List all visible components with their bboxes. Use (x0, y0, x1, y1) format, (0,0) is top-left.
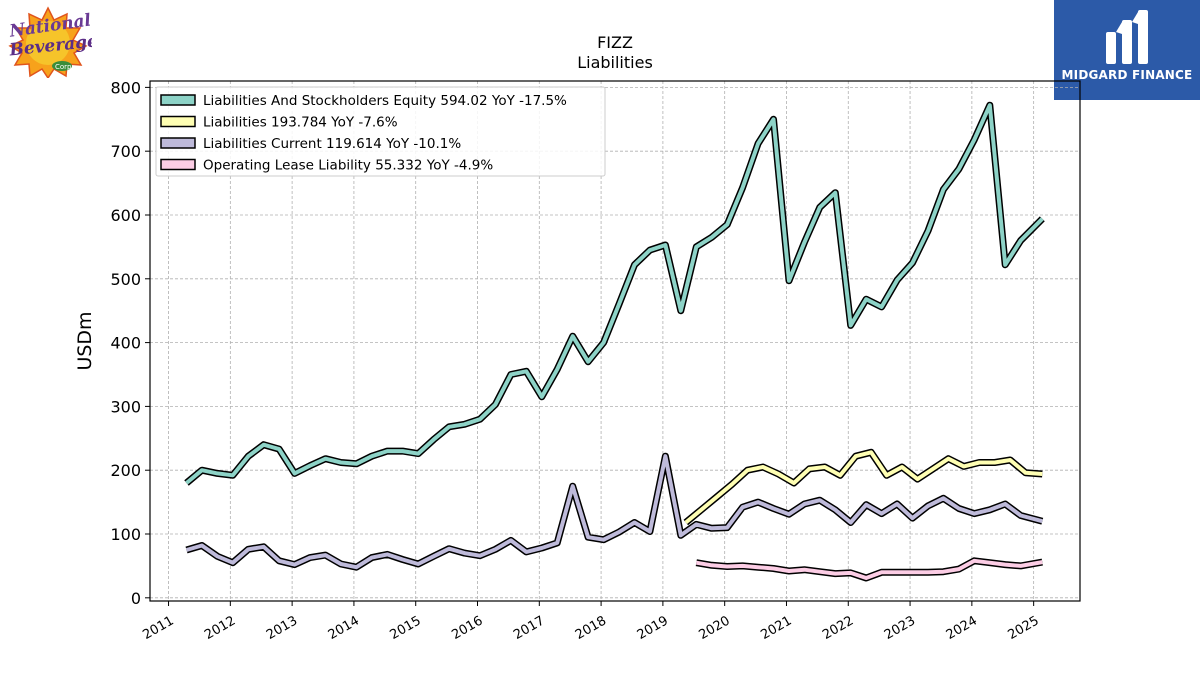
legend-box (155, 86, 606, 177)
legend-label-2: Liabilities Current 119.614 YoY -10.1% (203, 136, 461, 152)
midgard-logo-icon (1106, 10, 1148, 64)
chart-subtitle: Liabilities (577, 53, 653, 72)
midgard-finance-brand: MIDGARD FINANCE (1054, 0, 1200, 100)
y-tick-label: 600 (110, 206, 141, 225)
legend-swatch-2 (160, 137, 196, 149)
y-tick-label: 400 (110, 334, 141, 353)
x-tick-label: 2022 (820, 613, 856, 643)
y-tick-label: 100 (110, 525, 141, 544)
legend-label-1: Liabilities 193.784 YoY -7.6% (203, 115, 398, 131)
legend-label-0: Liabilities And Stockholders Equity 594.… (203, 93, 567, 109)
y-tick-label: 300 (110, 397, 141, 416)
x-tick-label: 2014 (326, 613, 362, 643)
x-tick-label: 2017 (511, 613, 547, 643)
plot-frame (149, 80, 1081, 602)
x-tick-label: 2018 (573, 613, 609, 643)
y-tick-label: 500 (110, 270, 141, 289)
series-line-0 (185, 103, 1044, 485)
legend-label-3: Operating Lease Liability 55.332 YoY -4.… (203, 158, 493, 174)
x-tick-label: 2015 (388, 613, 424, 643)
x-tick-label: 2024 (944, 613, 980, 643)
y-axis-label: USDm (74, 311, 96, 370)
svg-text:Corp: Corp (55, 63, 72, 71)
series-line-2 (185, 454, 1043, 570)
x-tick-label: 2021 (758, 613, 794, 643)
legend-swatch-1 (160, 115, 196, 128)
legend-swatch-3 (160, 158, 196, 171)
x-tick-label: 2020 (697, 613, 733, 643)
national-beverage-logo: National Beverage Corp (7, 6, 92, 78)
x-tick-label: 2016 (449, 613, 485, 643)
x-tick-label: 2011 (140, 613, 176, 643)
x-tick-label: 2012 (202, 613, 238, 643)
series-line-1 (684, 450, 1043, 525)
series-layer (184, 101, 1045, 582)
series-line-3 (695, 558, 1043, 580)
x-tick-label: 2019 (635, 613, 671, 643)
y-tick-label: 200 (110, 461, 141, 480)
brand-name: MIDGARD FINANCE (1061, 68, 1193, 82)
y-tick-label: 0 (131, 589, 141, 608)
x-tick-label: 2013 (264, 613, 300, 643)
legend: Liabilities And Stockholders Equity 594.… (155, 86, 606, 177)
y-tick-label: 700 (110, 142, 141, 161)
legend-swatch-0 (160, 94, 196, 106)
x-tick-label: 2025 (1005, 613, 1041, 643)
x-tick-label: 2023 (882, 613, 918, 643)
y-tick-label: 800 (110, 78, 141, 97)
chart-title: FIZZ (597, 33, 633, 52)
